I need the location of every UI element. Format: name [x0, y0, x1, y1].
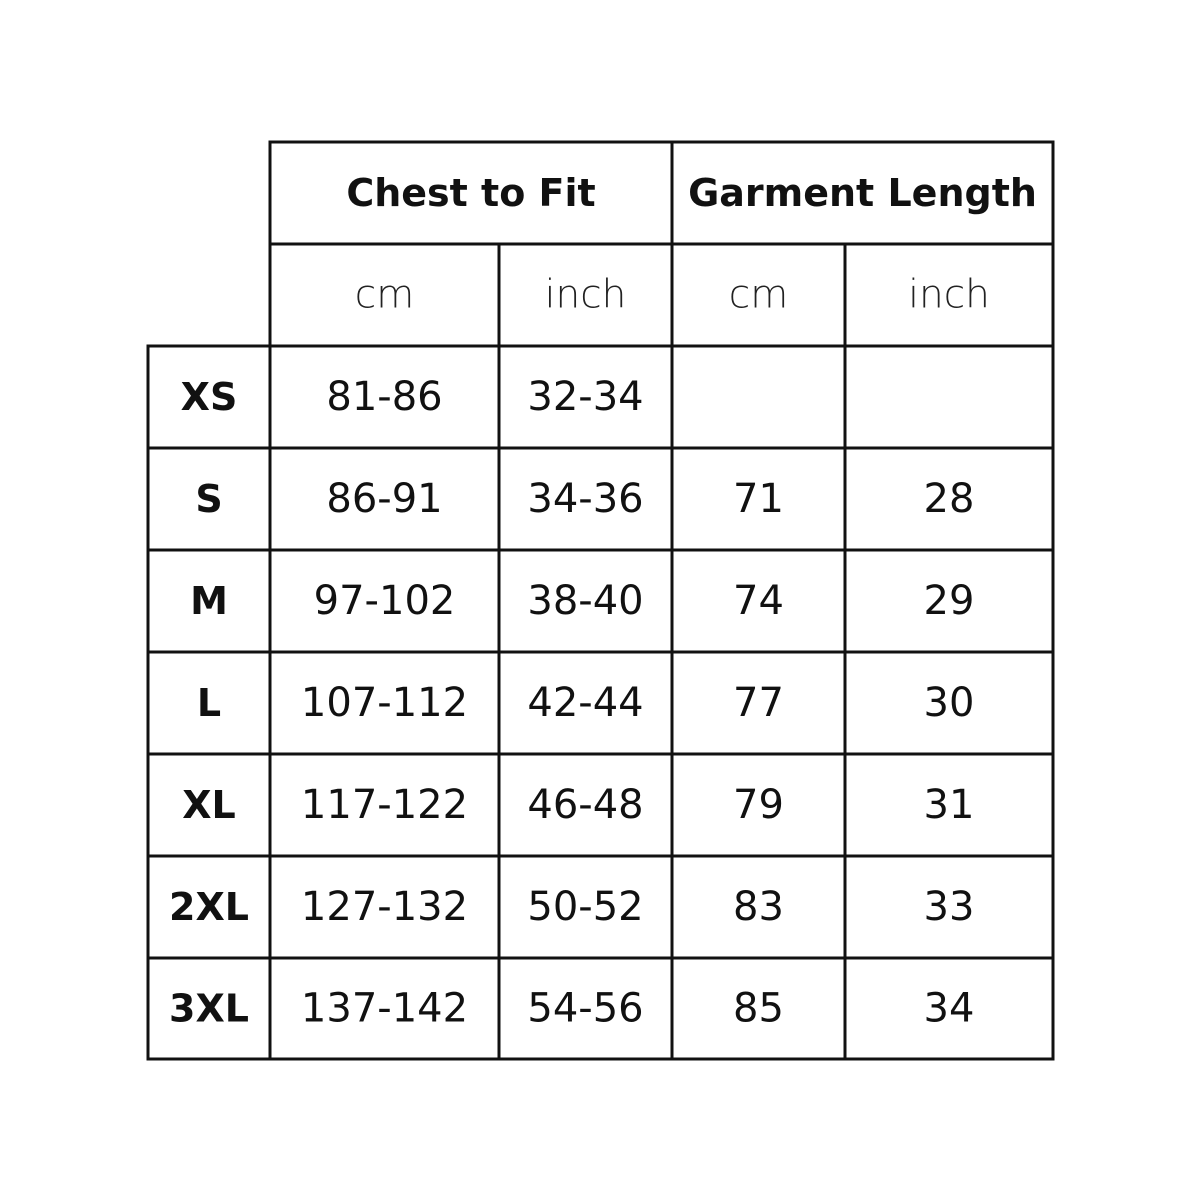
table-cell: 34-36	[527, 476, 643, 522]
table-cell: 137-142	[301, 986, 468, 1032]
table-cell: 81-86	[326, 374, 442, 420]
table-cell: 85	[733, 986, 784, 1032]
table-cell: 30	[924, 680, 975, 726]
group-header: Garment Length	[688, 171, 1037, 215]
table-cell: 77	[733, 680, 784, 726]
size-label: XL	[182, 783, 236, 827]
size-label: L	[197, 681, 221, 725]
table-cell: 50-52	[527, 884, 643, 930]
size-label: S	[195, 477, 222, 521]
unit-header: inch	[545, 273, 627, 318]
size-label: XS	[181, 375, 238, 419]
group-header: Chest to Fit	[346, 171, 595, 215]
table-cell: 54-56	[527, 986, 643, 1032]
table-cell: 46-48	[527, 782, 643, 828]
table-cell: 31	[924, 782, 975, 828]
table-cell: 83	[733, 884, 784, 930]
table-cell: 117-122	[301, 782, 468, 828]
table-cell: 79	[733, 782, 784, 828]
size-label: M	[190, 579, 228, 623]
table-cell: 74	[733, 578, 784, 624]
size-label: 3XL	[169, 987, 249, 1031]
table-cell: 107-112	[301, 680, 468, 726]
table-cell: 97-102	[314, 578, 456, 624]
unit-header: cm	[729, 273, 788, 318]
table-cell: 86-91	[326, 476, 442, 522]
table-cell: 28	[924, 476, 975, 522]
table-cell: 33	[924, 884, 975, 930]
unit-header: cm	[355, 273, 414, 318]
table-cell: 127-132	[301, 884, 468, 930]
unit-header: inch	[908, 273, 990, 318]
table-cell: 34	[924, 986, 975, 1032]
size-label: 2XL	[169, 885, 249, 929]
table-cell: 38-40	[527, 578, 643, 624]
table-cell: 71	[733, 476, 784, 522]
table-cell: 32-34	[527, 374, 643, 420]
table-cell: 42-44	[527, 680, 643, 726]
table-cell: 29	[924, 578, 975, 624]
